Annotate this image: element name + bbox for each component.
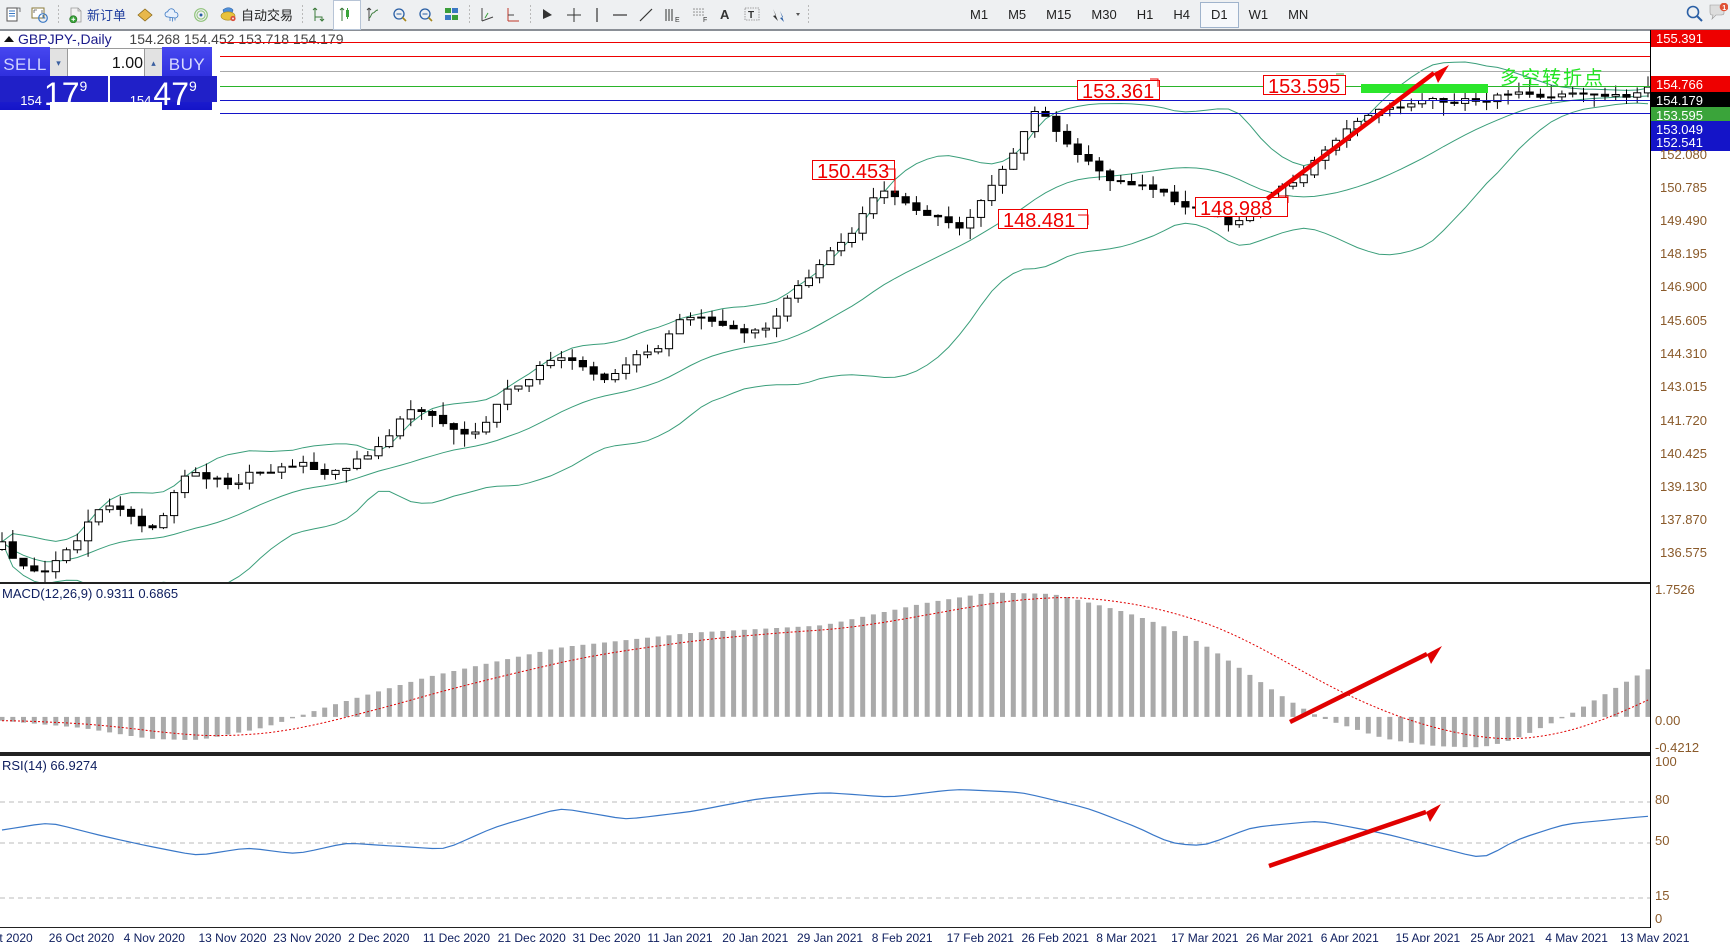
- svg-text:A: A: [720, 7, 730, 22]
- svg-text:1: 1: [1722, 5, 1726, 12]
- svg-text:F: F: [703, 17, 707, 23]
- svg-text:T: T: [748, 10, 754, 21]
- svg-text:E: E: [675, 17, 680, 23]
